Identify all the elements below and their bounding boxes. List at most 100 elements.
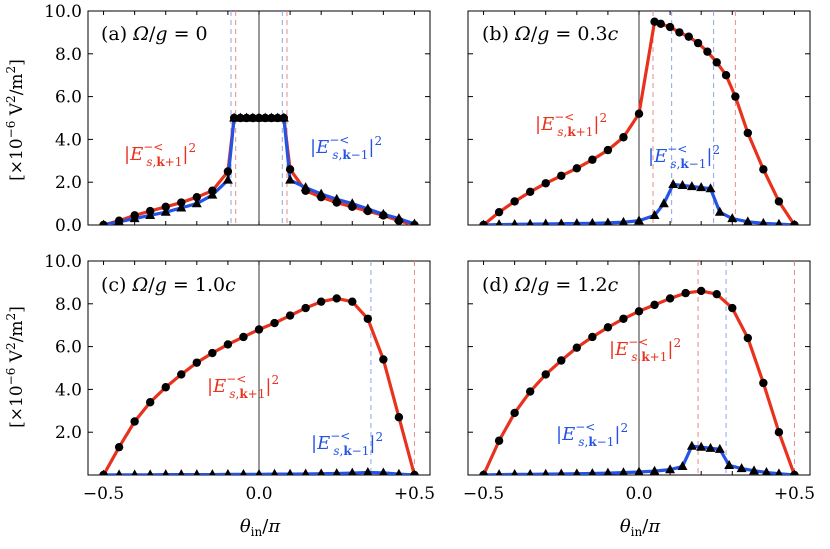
- svg-text:|E−<s,k−1|2: |E−< s,k−1|2: [311, 429, 383, 458]
- panel-b-label: (b) Ω/g = 0.3c: [482, 23, 619, 45]
- panel-c-point-kp1-9: [239, 332, 248, 342]
- panel-b-point-km1-18: [714, 206, 725, 216]
- panel-d-point-km1-3: [526, 468, 534, 475]
- panel-b-point-km1-0: [480, 219, 487, 225]
- panel-b-point-kp1-14: [675, 28, 684, 37]
- panel-c-xtick-label-0: −0.5: [83, 484, 124, 504]
- panel-c-point-km1-0: [100, 469, 107, 475]
- curve-label-c-km1: |E−< s,k−1|2: [311, 429, 383, 458]
- panel-d-point-kp1-11: [650, 300, 659, 310]
- panel-d-point-km1-19: [736, 463, 747, 473]
- curve-label-c-kp1: |E−< s,k+1|2: [207, 372, 279, 401]
- panel-d-point-kp1-9: [619, 314, 628, 323]
- panel-a-point-km1-21: [331, 193, 342, 203]
- curve-label-a-km1: |E−< s,k−1|2: [310, 133, 382, 162]
- panel-c-point-kp1-12: [285, 311, 295, 320]
- panel-d-point-km1-22: [775, 468, 783, 475]
- panel-a-point-km1-0: [100, 219, 107, 225]
- panel-b-point-km1-15: [686, 181, 697, 191]
- panel-d-xtick-label-1: 0.0: [625, 484, 652, 504]
- panel-c-point-kp1-17: [363, 314, 373, 323]
- panel-c-point-km1-13: [302, 468, 310, 475]
- panel-a-point-km1-2: [129, 213, 140, 223]
- panel-c-point-km1-1: [116, 469, 123, 475]
- panel-a-ytick-label-4: 8.0: [55, 45, 82, 65]
- panel-d-point-km1-23: [791, 469, 798, 475]
- panel-a-point-km1-9: [229, 112, 240, 122]
- panel-c-plot: [99, 261, 419, 475]
- panel-b-point-km1-4: [542, 218, 550, 225]
- panel-d-point-km1-20: [749, 465, 759, 475]
- panel-c-point-km1-3: [147, 469, 154, 475]
- svg-text:(c) Ω/g = 1.0c: (c) Ω/g = 1.0c: [101, 274, 236, 296]
- panel-c-point-km1-20: [411, 469, 418, 475]
- panel-b-point-km1-19: [727, 213, 738, 223]
- panel-a-point-km1-8: [222, 174, 233, 184]
- panel-a-point-km1-26: [410, 218, 419, 225]
- panel-b-point-km1-10: [634, 215, 644, 225]
- panel-c-point-kp1-3: [145, 398, 155, 407]
- panel-a-plot: [99, 11, 419, 225]
- svg-text:[×10−6 V2/m2]: [×10−6 V2/m2]: [4, 59, 27, 181]
- panel-a-point-km1-19: [300, 182, 311, 192]
- panel-d-point-kp1-14: [696, 286, 706, 296]
- panel-a-point-km1-25: [393, 213, 404, 223]
- panel-d-point-kp1-13: [681, 288, 690, 298]
- panel-a-point-kp1-6: [192, 192, 202, 202]
- panel-a-point-km1-3: [145, 209, 156, 219]
- panel-d-point-km1-9: [619, 467, 628, 475]
- panel-b-point-kp1-20: [731, 92, 740, 101]
- panel-c-point-kp1-13: [301, 303, 310, 313]
- x-axis-label-left: θin/π: [240, 516, 282, 539]
- panel-a-point-kp1-8: [223, 167, 233, 176]
- panel-d-point-kp1-12: [665, 294, 675, 303]
- panel-d-label: (d) Ω/g = 1.2c: [482, 274, 619, 296]
- panel-d-xtick-label-0: −0.5: [463, 484, 504, 504]
- panel-d-point-km1-6: [573, 468, 581, 475]
- panel-b-point-kp1-9: [619, 133, 628, 142]
- panel-b-point-km1-20: [743, 216, 753, 225]
- panel-b-point-kp1-8: [603, 145, 613, 155]
- panel-b-point-km1-9: [618, 216, 628, 225]
- curve-label-a-kp1: |E−< s,k+1|2: [124, 140, 196, 169]
- svg-text:|E−<s,k−1|2: |E−< s,k−1|2: [556, 420, 628, 449]
- panel-d-point-km1-10: [634, 466, 644, 475]
- y-axis-label-bottom: [×10−6 V2/m2]: [4, 306, 27, 428]
- panel-a-ytick-label-2: 4.0: [55, 130, 82, 150]
- panel-d-point-km1-1: [495, 469, 503, 475]
- panel-d-point-km1-12: [665, 464, 676, 474]
- panel-c-ytick-label-0: 2.0: [55, 423, 82, 443]
- panel-b-point-kp1-6: [572, 164, 582, 173]
- panel-c-point-kp1-8: [223, 340, 233, 349]
- panel-d-point-kp1-18: [759, 378, 768, 388]
- panel-a-point-km1-13: [254, 112, 264, 122]
- panel-c-point-km1-14: [317, 468, 325, 475]
- panel-d-point-kp1-17: [743, 333, 753, 343]
- panel-b-point-km1-1: [495, 219, 503, 225]
- panel-c-point-kp1-2: [130, 417, 139, 426]
- panel-b-point-kp1-18: [712, 58, 721, 67]
- panel-b-point-km1-16: [696, 182, 707, 192]
- curve-label-d-km1: |E−< s,k−1|2: [556, 420, 628, 449]
- panel-b-point-kp1-3: [525, 187, 535, 197]
- panel-d-point-kp1-4: [541, 370, 550, 379]
- panel-d-point-kp1-16: [728, 303, 737, 313]
- panel-b-point-km1-6: [573, 218, 581, 225]
- panel-c-point-km1-17: [363, 467, 373, 475]
- panel-a-point-km1-16: [272, 112, 283, 122]
- panel-d-point-km1-8: [603, 467, 612, 475]
- panel-a-ytick-label-1: 2.0: [55, 173, 82, 193]
- panel-b-point-km1-12: [658, 198, 669, 208]
- panel-d-xtick-label-2: +0.5: [774, 484, 815, 504]
- panel-d-point-kp1-10: [634, 307, 644, 316]
- svg-text:|E−<s,k+1|2: |E−< s,k+1|2: [124, 140, 196, 169]
- panel-b-point-km1-5: [557, 218, 565, 225]
- panel-c-point-km1-16: [348, 467, 357, 475]
- panel-c-point-kp1-18: [379, 355, 388, 364]
- panel-b-point-kp1-17: [703, 47, 712, 56]
- panel-c-point-kp1-10: [254, 325, 264, 334]
- svg-text:θin/π: θin/π: [240, 516, 282, 539]
- panel-b-point-kp1-16: [693, 38, 703, 48]
- panel-c-ytick-label-1: 4.0: [55, 380, 82, 400]
- panel-a-point-km1-20: [316, 188, 327, 198]
